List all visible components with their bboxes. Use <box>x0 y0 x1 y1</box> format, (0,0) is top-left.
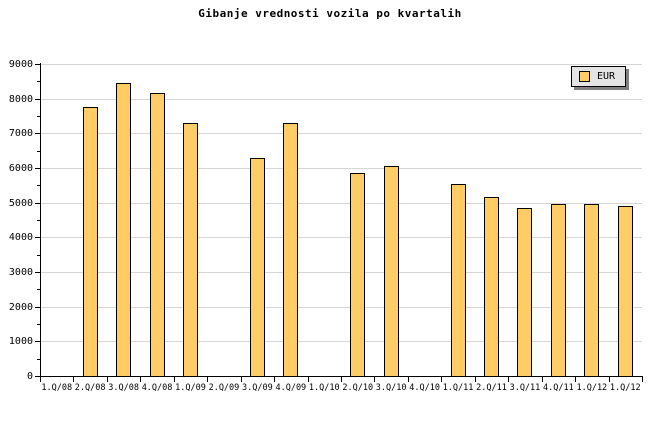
bar <box>82 107 98 377</box>
x-tick <box>106 376 108 382</box>
y-minor-tick <box>37 116 40 117</box>
y-tick-label: 1000 <box>8 336 33 348</box>
x-tick-label: 4.Q/10 <box>409 383 440 393</box>
x-tick <box>441 376 443 382</box>
gridline <box>41 341 642 343</box>
y-minor-tick <box>37 220 40 221</box>
x-tick <box>407 376 409 382</box>
gridline <box>41 64 642 65</box>
y-tick-label: 0 <box>26 371 33 382</box>
bar <box>617 206 633 377</box>
y-tick <box>35 341 40 343</box>
y-minor-tick <box>37 150 40 152</box>
bar <box>350 173 366 377</box>
gridline <box>41 168 642 169</box>
y-tick <box>35 133 40 135</box>
x-tick-label: 3.Q/10 <box>375 383 407 393</box>
y-tick <box>35 272 40 273</box>
y-tick-label: 2000 <box>8 301 33 313</box>
bar <box>249 157 265 377</box>
x-tick-label: 1.Q/12 <box>609 383 641 393</box>
x-tick <box>575 376 577 382</box>
bar <box>183 122 198 377</box>
bar <box>584 204 600 377</box>
y-tick-label: 7000 <box>8 128 33 140</box>
x-tick-label: 1.Q/08 <box>41 383 73 393</box>
x-tick-label: 3.Q/08 <box>108 383 139 393</box>
legend: EUR <box>571 66 626 87</box>
x-tick <box>73 376 75 382</box>
y-tick-label: 5000 <box>8 197 33 209</box>
y-tick-label: 3000 <box>8 267 33 278</box>
y-minor-tick <box>37 254 40 256</box>
x-tick <box>40 376 41 382</box>
y-axis-line <box>40 63 41 377</box>
bar <box>383 166 399 377</box>
y-tick-label: 9000 <box>8 59 33 70</box>
x-tick <box>140 376 142 382</box>
x-tick <box>374 376 376 382</box>
bar <box>149 93 165 377</box>
gridline <box>41 306 642 308</box>
x-tick-label: 3.Q/09 <box>242 383 273 393</box>
bar <box>283 122 299 377</box>
y-minor-tick <box>37 81 40 83</box>
x-tick-label: 1.Q/10 <box>308 383 340 393</box>
x-tick-label: 4.Q/08 <box>141 383 173 393</box>
gridline <box>41 237 642 239</box>
gridline <box>41 202 642 204</box>
x-tick <box>307 376 309 382</box>
bar <box>517 207 533 377</box>
y-tick-label: 8000 <box>8 93 33 105</box>
x-tick-label: 2.Q/10 <box>342 383 374 393</box>
y-minor-tick <box>37 185 40 187</box>
bar <box>116 83 132 377</box>
x-tick <box>207 376 209 382</box>
gridline <box>41 272 642 273</box>
x-tick <box>474 376 476 382</box>
y-tick <box>35 237 40 239</box>
y-tick <box>35 306 40 308</box>
legend-label: EUR <box>597 71 616 82</box>
bar <box>450 183 466 377</box>
y-tick <box>35 202 40 204</box>
x-tick-label: 1.Q/12 <box>576 383 608 393</box>
y-tick <box>35 64 40 65</box>
y-minor-tick <box>37 324 40 325</box>
x-tick-label: 1.Q/11 <box>442 383 474 393</box>
y-tick-label: 4000 <box>8 232 33 244</box>
y-minor-tick <box>37 358 40 360</box>
bar <box>484 197 499 377</box>
y-tick <box>35 168 40 169</box>
x-tick-label: 2.Q/08 <box>74 383 106 393</box>
x-tick <box>508 376 510 382</box>
y-tick <box>35 98 40 100</box>
gridline <box>41 133 642 135</box>
x-tick-label: 1.Q/09 <box>175 383 206 393</box>
x-tick-label: 2.Q/11 <box>476 383 507 393</box>
x-tick <box>173 376 175 382</box>
x-tick-label: 3.Q/11 <box>509 383 541 393</box>
x-tick <box>240 376 242 382</box>
x-tick-label: 4.Q/09 <box>275 383 307 393</box>
x-tick-label: 2.Q/09 <box>208 383 240 393</box>
x-tick <box>642 376 643 382</box>
y-tick-label: 6000 <box>8 163 33 174</box>
y-minor-tick <box>37 289 40 291</box>
x-tick <box>608 376 610 382</box>
gridline <box>41 98 642 100</box>
chart-title: Gibanje vrednosti vozila po kvartalih <box>198 7 462 20</box>
bar <box>550 204 566 377</box>
legend-swatch-icon <box>579 71 590 82</box>
x-tick <box>341 376 342 382</box>
x-tick-label: 4.Q/11 <box>543 383 574 393</box>
y-tick <box>35 376 40 377</box>
x-tick <box>274 376 276 382</box>
x-tick <box>541 376 543 382</box>
